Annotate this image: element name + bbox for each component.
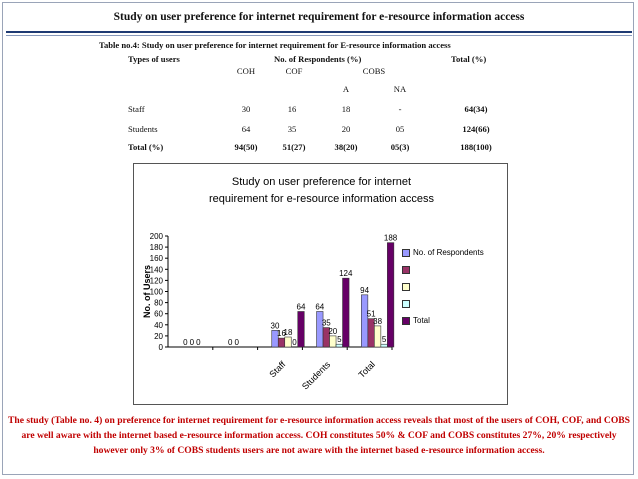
bar-value-label: 35: [322, 319, 331, 328]
bar: [342, 277, 350, 348]
row-label: Students: [128, 124, 158, 134]
legend-label: No. of Respondents: [413, 248, 484, 257]
y-tick-label: 160: [150, 254, 164, 263]
cell-cobs-a: 20: [341, 124, 351, 134]
table-caption: Table no.4: Study on user preference for…: [99, 40, 451, 50]
bar-value-label: 0: [234, 338, 239, 347]
legend-item: [402, 299, 413, 309]
legend-item: [402, 265, 413, 275]
bar-value-label: 20: [328, 327, 337, 336]
cell-coh: 64: [241, 124, 251, 134]
bar-value-label: 64: [297, 302, 306, 311]
chart-title-text: Study on user preference for internet re…: [209, 176, 434, 205]
cell-cobs-na: 05: [395, 124, 405, 134]
bar: [277, 337, 286, 348]
legend-swatch: [402, 282, 410, 291]
bar: [329, 335, 337, 348]
legend-swatch: [402, 265, 410, 274]
x-tick-label: Students: [300, 359, 333, 392]
header-types: Types of users: [128, 54, 180, 64]
cell-cof: 51(27): [282, 142, 306, 152]
bar-value-label: 64: [315, 302, 324, 311]
bar-value-label: 51: [367, 310, 376, 319]
legend-swatch: [402, 299, 410, 308]
y-tick-label: 200: [150, 232, 164, 241]
subheader-cobs: COBS: [362, 66, 386, 76]
legend-item: [402, 282, 413, 292]
bar-value-label: 5: [382, 335, 387, 344]
cell-cobs-a: 18: [341, 104, 351, 114]
cell-total: 64(34): [464, 104, 488, 114]
row-label: Staff: [128, 104, 145, 114]
chart-title: Study on user preference for internet re…: [134, 174, 509, 208]
cell-cobs-na: -: [398, 104, 402, 114]
title-divider: [6, 31, 632, 33]
legend-item: No. of Respondents: [402, 248, 484, 258]
slide-frame: [2, 2, 634, 475]
bar-chart: No. of Users0204060801001201401601802000…: [142, 232, 398, 392]
bar-value-label: 38: [373, 317, 382, 326]
cell-cof: 35: [287, 124, 297, 134]
cell-coh: 94(50): [234, 142, 258, 152]
bar-value-label: 124: [339, 269, 353, 278]
cell-cobs-a: 38(20): [334, 142, 358, 152]
header-total: Total (%): [451, 54, 487, 64]
bar-value-label: 0: [292, 338, 297, 347]
y-tick-label: 40: [154, 321, 163, 330]
row-label: Total (%): [128, 142, 164, 152]
y-tick-label: 120: [150, 276, 164, 285]
bar-value-label: 188: [384, 234, 398, 243]
bar: [387, 242, 395, 348]
y-tick-label: 100: [150, 288, 164, 297]
x-tick-label: Staff: [267, 359, 287, 379]
y-tick-label: 0: [159, 343, 164, 352]
bar: [374, 325, 382, 348]
bar-value-label: 0: [228, 338, 233, 347]
bar-value-label: 0: [190, 338, 195, 347]
cell-coh: 30: [241, 104, 251, 114]
subheader-a: A: [342, 84, 350, 94]
y-tick-label: 80: [154, 299, 163, 308]
legend-swatch: [402, 248, 410, 257]
bar-value-label: 0: [183, 338, 188, 347]
cell-total: 188(100): [460, 142, 492, 152]
bar: [361, 294, 369, 348]
legend-item: Total: [402, 316, 430, 326]
bar-value-label: 18: [284, 328, 293, 337]
summary-text: The study (Table no. 4) on preference fo…: [7, 415, 631, 456]
bar-value-label: 0: [196, 338, 201, 347]
x-tick-label: Total: [356, 359, 377, 380]
slide-title: Study on user preference for internet re…: [113, 11, 525, 23]
bar: [335, 343, 343, 348]
title-divider-thin: [6, 35, 632, 36]
bar-value-label: 5: [337, 335, 342, 344]
subheader-coh: COH: [236, 66, 256, 76]
cell-total: 124(66): [462, 124, 490, 134]
y-axis-label: No. of Users: [142, 265, 152, 318]
y-tick-label: 60: [154, 310, 163, 319]
bar: [284, 336, 292, 348]
bar-value-label: 94: [360, 286, 369, 295]
y-tick-label: 180: [150, 243, 164, 252]
bar: [380, 343, 388, 348]
legend-label: Total: [413, 316, 430, 325]
header-respondents: No. of Respondents (%): [274, 54, 362, 64]
subheader-na: NA: [393, 84, 407, 94]
cell-cobs-na: 05(3): [390, 142, 410, 152]
bar: [316, 311, 324, 348]
subheader-cof: COF: [285, 66, 303, 76]
bar-value-label: 30: [271, 321, 280, 330]
y-tick-label: 140: [150, 265, 164, 274]
cell-cof: 16: [287, 104, 297, 114]
legend-swatch: [402, 316, 410, 325]
bar-value-label: 16: [277, 329, 286, 338]
y-tick-label: 20: [154, 332, 163, 341]
chart-container: Study on user preference for internet re…: [133, 163, 508, 405]
bar: [297, 311, 305, 348]
chart-legend: No. of Respondents Total: [398, 244, 506, 336]
